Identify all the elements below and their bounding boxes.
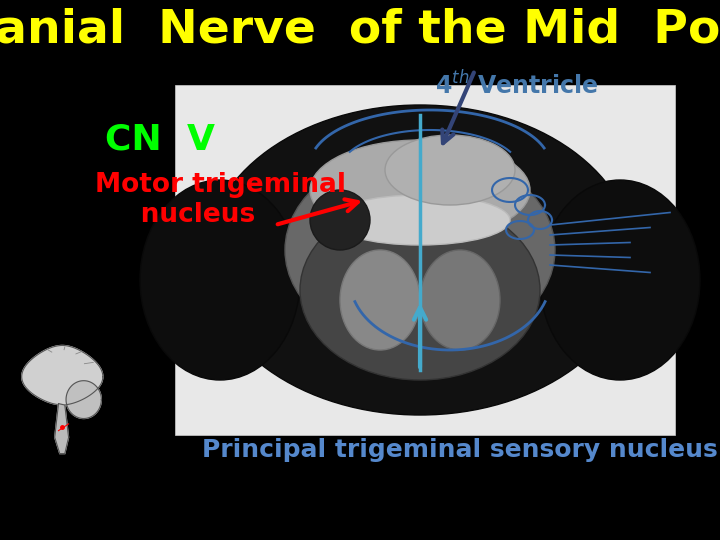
Bar bbox=[175, 85, 675, 435]
Ellipse shape bbox=[340, 250, 420, 350]
Ellipse shape bbox=[205, 105, 635, 415]
Ellipse shape bbox=[310, 140, 530, 240]
Ellipse shape bbox=[140, 180, 300, 380]
Text: CN  V: CN V bbox=[105, 123, 215, 157]
Ellipse shape bbox=[310, 190, 370, 250]
Polygon shape bbox=[55, 403, 68, 454]
Text: 4$^{th}$ Ventricle: 4$^{th}$ Ventricle bbox=[435, 71, 599, 99]
Ellipse shape bbox=[385, 135, 515, 205]
Ellipse shape bbox=[300, 200, 540, 380]
Text: Cranial  Nerve  of the Mid  Pons: Cranial Nerve of the Mid Pons bbox=[0, 8, 720, 52]
Text: Motor trigeminal
     nucleus: Motor trigeminal nucleus bbox=[95, 172, 346, 228]
Ellipse shape bbox=[540, 180, 700, 380]
Ellipse shape bbox=[330, 195, 510, 245]
Ellipse shape bbox=[285, 150, 555, 350]
Ellipse shape bbox=[420, 250, 500, 350]
Polygon shape bbox=[66, 381, 102, 418]
Polygon shape bbox=[22, 346, 103, 405]
Text: Principal trigeminal sensory nucleus: Principal trigeminal sensory nucleus bbox=[202, 438, 718, 462]
